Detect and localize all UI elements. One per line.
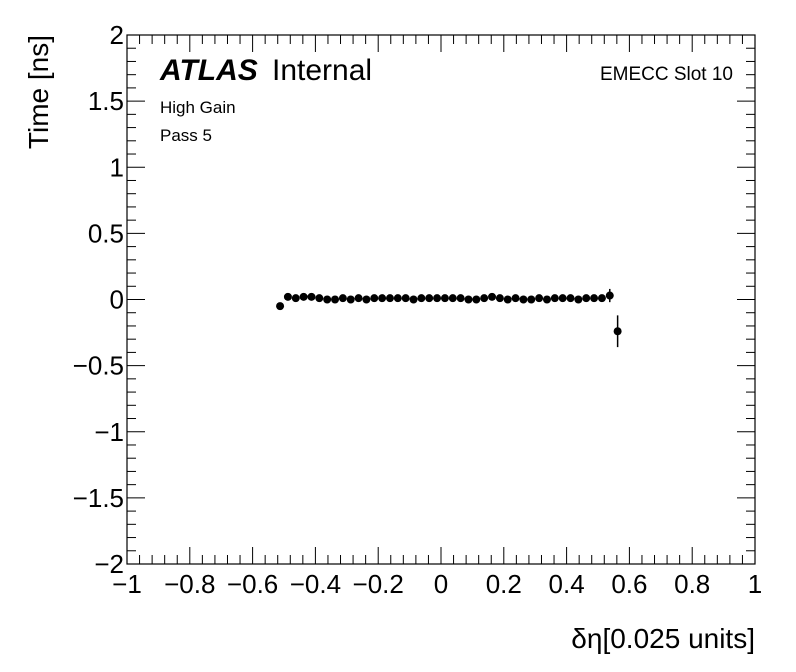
data-point [503, 295, 512, 304]
x-tick-label: 0.4 [549, 569, 585, 599]
y-tick-labels: −2 −1.5 −1 −0.5 0 0.5 1 1.5 2 [73, 20, 124, 579]
y-tick-label: −1.5 [73, 483, 124, 513]
x-tick-label: 1 [748, 569, 762, 599]
y-tick-label: 1.5 [88, 86, 124, 116]
data-point [425, 294, 434, 303]
data-point [385, 294, 394, 303]
data-point [370, 294, 379, 303]
data-point [433, 294, 442, 303]
data-point [299, 292, 308, 301]
x-tick-label: 0 [434, 569, 448, 599]
slot-label: EMECC Slot 10 [600, 64, 733, 85]
data-point [409, 295, 418, 304]
data-point [456, 294, 465, 303]
atlas-internal-label: Internal [272, 54, 372, 87]
data-point [276, 302, 285, 311]
data-point [527, 295, 536, 304]
gain-label: High Gain [160, 98, 236, 117]
x-tick-label: 0.8 [674, 569, 710, 599]
x-tick-labels: −1 −0.8 −0.6 −0.4 −0.2 0 0.2 0.4 0.6 0.8 1 [112, 569, 762, 599]
data-point [558, 294, 567, 303]
data-point [613, 327, 622, 336]
data-point [354, 294, 363, 303]
atlas-label: ATLAS [159, 54, 258, 87]
data-point [511, 294, 520, 303]
data-point [338, 294, 347, 303]
data-point [448, 294, 457, 303]
data-point [331, 295, 340, 304]
data-point [393, 294, 402, 303]
data-point [472, 295, 481, 304]
data-point [519, 295, 528, 304]
y-tick-label: −1 [94, 417, 124, 447]
data-points [276, 288, 622, 348]
data-point [346, 295, 355, 304]
x-tick-label: −0.8 [164, 569, 215, 599]
x-tick-label: 0.6 [611, 569, 647, 599]
data-point [401, 294, 410, 303]
data-point [574, 295, 583, 304]
pass-label: Pass 5 [160, 126, 212, 145]
y-tick-label: 0.5 [88, 218, 124, 248]
data-point [315, 294, 324, 303]
data-point [480, 294, 489, 303]
y-tick-label: 1 [110, 152, 124, 182]
y-tick-label: −2 [94, 549, 124, 579]
x-tick-label: 0.2 [486, 569, 522, 599]
data-point [307, 292, 316, 301]
data-point [464, 295, 473, 304]
y-tick-label: −0.5 [73, 351, 124, 381]
data-point [440, 294, 449, 303]
data-point [582, 294, 591, 303]
data-point [566, 294, 575, 303]
plot-frame [126, 34, 756, 565]
data-point [542, 295, 551, 304]
x-tick-label: −0.6 [227, 569, 278, 599]
y-tick-label: 0 [110, 285, 124, 315]
data-point [291, 294, 300, 303]
data-point [495, 294, 504, 303]
x-tick-label: −0.4 [290, 569, 341, 599]
data-point [550, 294, 559, 303]
data-point [597, 294, 606, 303]
data-point [378, 294, 387, 303]
x-tick-label: −1 [112, 569, 142, 599]
x-axis-title: δη[0.025 units] [571, 623, 755, 654]
data-point [535, 294, 544, 303]
data-point [488, 292, 497, 301]
data-point [417, 294, 426, 303]
y-axis-title: Time [ns] [23, 35, 54, 149]
data-point [323, 295, 332, 304]
data-point [590, 294, 599, 303]
data-point [362, 295, 371, 304]
data-point [283, 292, 292, 301]
x-tick-label: −0.2 [353, 569, 404, 599]
y-tick-label: 2 [110, 20, 124, 50]
data-point [605, 291, 614, 300]
